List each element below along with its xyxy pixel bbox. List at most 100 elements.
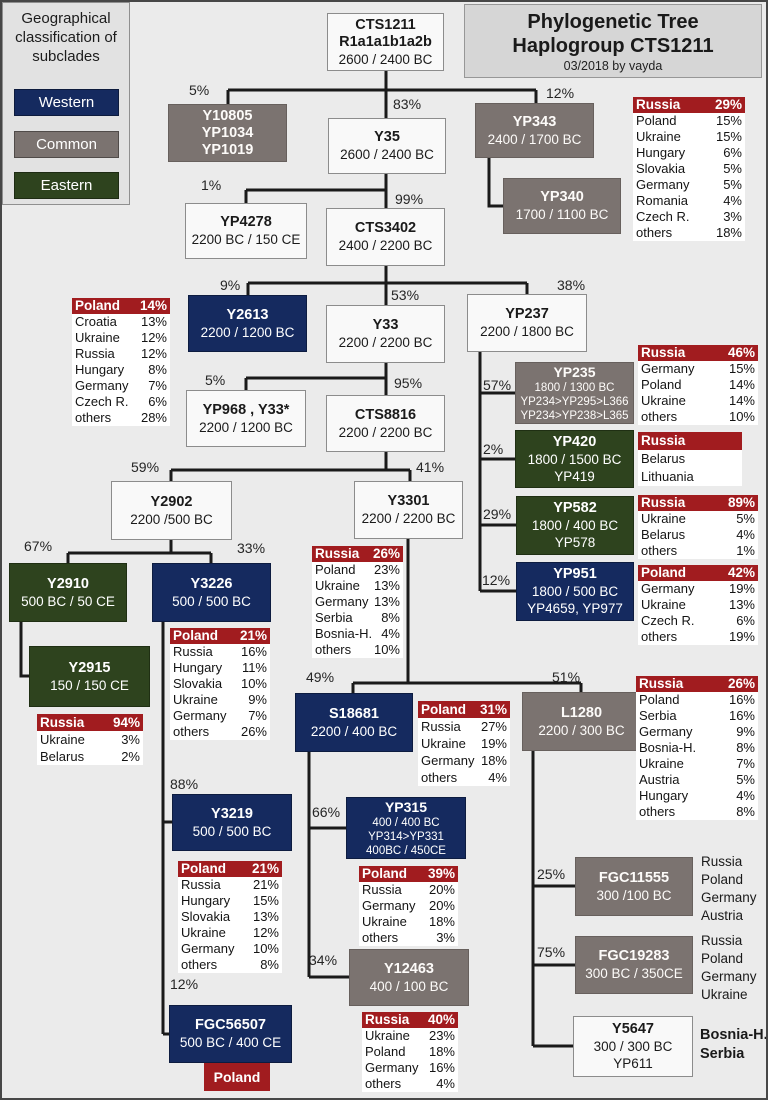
country-label: Ukraine [173, 692, 218, 707]
branch-pct-y33: 53% [391, 287, 420, 303]
table-row: Ukraine 23% [362, 1028, 458, 1044]
country-value: 8% [148, 362, 167, 377]
country-value: 14% [139, 298, 167, 313]
node-cts1211-line-2: 2600 / 2400 BC [338, 51, 433, 67]
country-label: others [639, 804, 676, 819]
node-y35-line-1: 2600 / 2400 BC [340, 147, 434, 162]
side-label: Ukraine [701, 987, 748, 1002]
node-cts3402-line-0: CTS3402 [354, 220, 417, 236]
table-header-row: Russia 89% [638, 495, 758, 511]
country-label: Croatia [75, 314, 117, 329]
country-label: Ukraine [641, 511, 686, 526]
country-label: Ukraine [636, 129, 681, 144]
node-yp582-line-2: YP578 [554, 535, 596, 550]
table-row: Ukraine 15% [633, 129, 745, 145]
node-y2902-line-0: Y2902 [150, 493, 193, 510]
country-value: 9% [248, 692, 267, 707]
node-yp4278-line-0: YP4278 [220, 214, 272, 230]
country-table-yp315-dist: Poland 39% Russia 20% Germany 20% Ukraine 18% ot… [359, 866, 458, 946]
poland-badge: Poland [204, 1063, 270, 1091]
node-l1280: L1280 2200 / 300 BC [522, 692, 641, 751]
country-label: Russia [173, 644, 213, 659]
table-row: Ukraine 3% [37, 731, 143, 748]
node-cts1211-line-0: CTS1211 [355, 16, 416, 33]
country-label: Czech R. [75, 394, 129, 409]
country-label: Russia [421, 719, 461, 734]
table-row: Serbia 16% [636, 708, 758, 724]
country-label: Russia [639, 676, 684, 691]
table-row: Germany 10% [178, 941, 282, 957]
country-value: 18% [428, 1044, 455, 1059]
node-y2902: Y2902 2200 /500 BC [111, 481, 232, 540]
node-cts8816: CTS8816 2200 / 2200 BC [326, 395, 445, 452]
country-value: 3% [436, 930, 455, 945]
table-row: others 4% [418, 769, 510, 786]
title-panel: Phylogenetic Tree Haplogroup CTS1211 03/… [464, 4, 762, 78]
branch-pct-yp4278: 1% [201, 177, 222, 193]
branch-pct-yp968: 5% [205, 372, 226, 388]
node-fgc19283-line-0: FGC19283 [598, 948, 670, 964]
country-value: 5% [736, 511, 755, 526]
country-value: 4% [381, 626, 400, 641]
country-label: Poland [315, 562, 356, 577]
country-label: Slovakia [173, 676, 223, 691]
table-row: Bosnia-H. 4% [312, 626, 403, 642]
node-fgc11555: FGC11555 300 /100 BC [575, 857, 693, 916]
country-label: Belarus [641, 451, 686, 466]
table-row: Hungary 15% [178, 893, 282, 909]
country-value: 6% [736, 613, 755, 628]
table-row: Germany 18% [418, 752, 510, 769]
country-label: Bosnia-H. [639, 740, 697, 755]
node-y33-line-0: Y33 [372, 317, 399, 333]
table-row: Poland 14% [638, 377, 758, 393]
table-row: Ukraine 14% [638, 393, 758, 409]
table-row: Serbia 8% [312, 610, 403, 626]
country-table-yp343-dist: Russia 29% Poland 15% Ukraine 15% Hungary 6% Slo… [633, 97, 745, 241]
table-row: Hungary 4% [636, 788, 758, 804]
node-y3226-line-0: Y3226 [190, 575, 233, 592]
node-yp315-line-1: 400 / 400 BC [372, 816, 440, 829]
node-y35-line-0: Y35 [374, 129, 400, 145]
node-y2915: Y2915 150 / 150 CE [29, 646, 150, 707]
country-label: Germany [636, 177, 690, 192]
table-row: Russia 12% [72, 346, 170, 362]
node-fgc11555-line-1: 300 /100 BC [596, 887, 672, 903]
country-label: Slovakia [181, 909, 231, 924]
country-label: Ukraine [421, 736, 466, 751]
table-row: others 19% [638, 629, 758, 645]
table-row: Russia 21% [178, 877, 282, 893]
node-yp420: YP420 1800 / 1500 BC YP419 [515, 430, 634, 488]
country-value: 89% [727, 495, 755, 510]
country-value: 13% [140, 314, 167, 329]
node-yp235: YP235 1800 / 1300 BC YP234>YP295>L366 YP234… [515, 362, 634, 424]
table-row: Croatia 13% [72, 314, 170, 330]
country-value: 18% [715, 225, 742, 240]
node-yp237-line-0: YP237 [505, 306, 549, 322]
node-yp4278-line-1: 2200 BC / 150 CE [191, 232, 301, 247]
country-label: others [641, 409, 678, 424]
country-table-l1280-dist: Russia 26% Poland 16% Serbia 16% Germany 9% Bosn… [636, 676, 758, 820]
country-label: Germany [365, 1060, 419, 1075]
branch-pct-y2902: 59% [131, 459, 160, 475]
table-row: Bosnia-H. 8% [636, 740, 758, 756]
table-row: others 28% [72, 410, 170, 426]
node-fgc56507-line-0: FGC56507 [195, 1017, 266, 1033]
country-label: Poland [641, 565, 687, 580]
country-value: 15% [715, 113, 742, 128]
node-yp951: YP951 1800 / 500 BC YP4659, YP977 [516, 562, 634, 621]
table-row: Russia 20% [359, 882, 458, 898]
table-row: Germany 5% [633, 177, 745, 193]
node-fgc11555-line-0: FGC11555 [598, 869, 670, 886]
branch-pct-yp582: 29% [483, 506, 512, 522]
branch-pct-y2613: 9% [220, 277, 241, 293]
country-value: 39% [427, 866, 455, 881]
node-l1280-line-0: L1280 [560, 704, 603, 721]
country-label: Russia [641, 433, 686, 448]
side-label: Russia [701, 854, 743, 869]
country-label: Poland [181, 861, 227, 876]
node-cts3402: CTS3402 2400 / 2200 BC [326, 208, 445, 266]
country-value: 1% [736, 543, 755, 558]
table-row: Hungary 6% [633, 145, 745, 161]
country-value: 28% [140, 410, 167, 425]
country-value: 26% [240, 724, 267, 739]
